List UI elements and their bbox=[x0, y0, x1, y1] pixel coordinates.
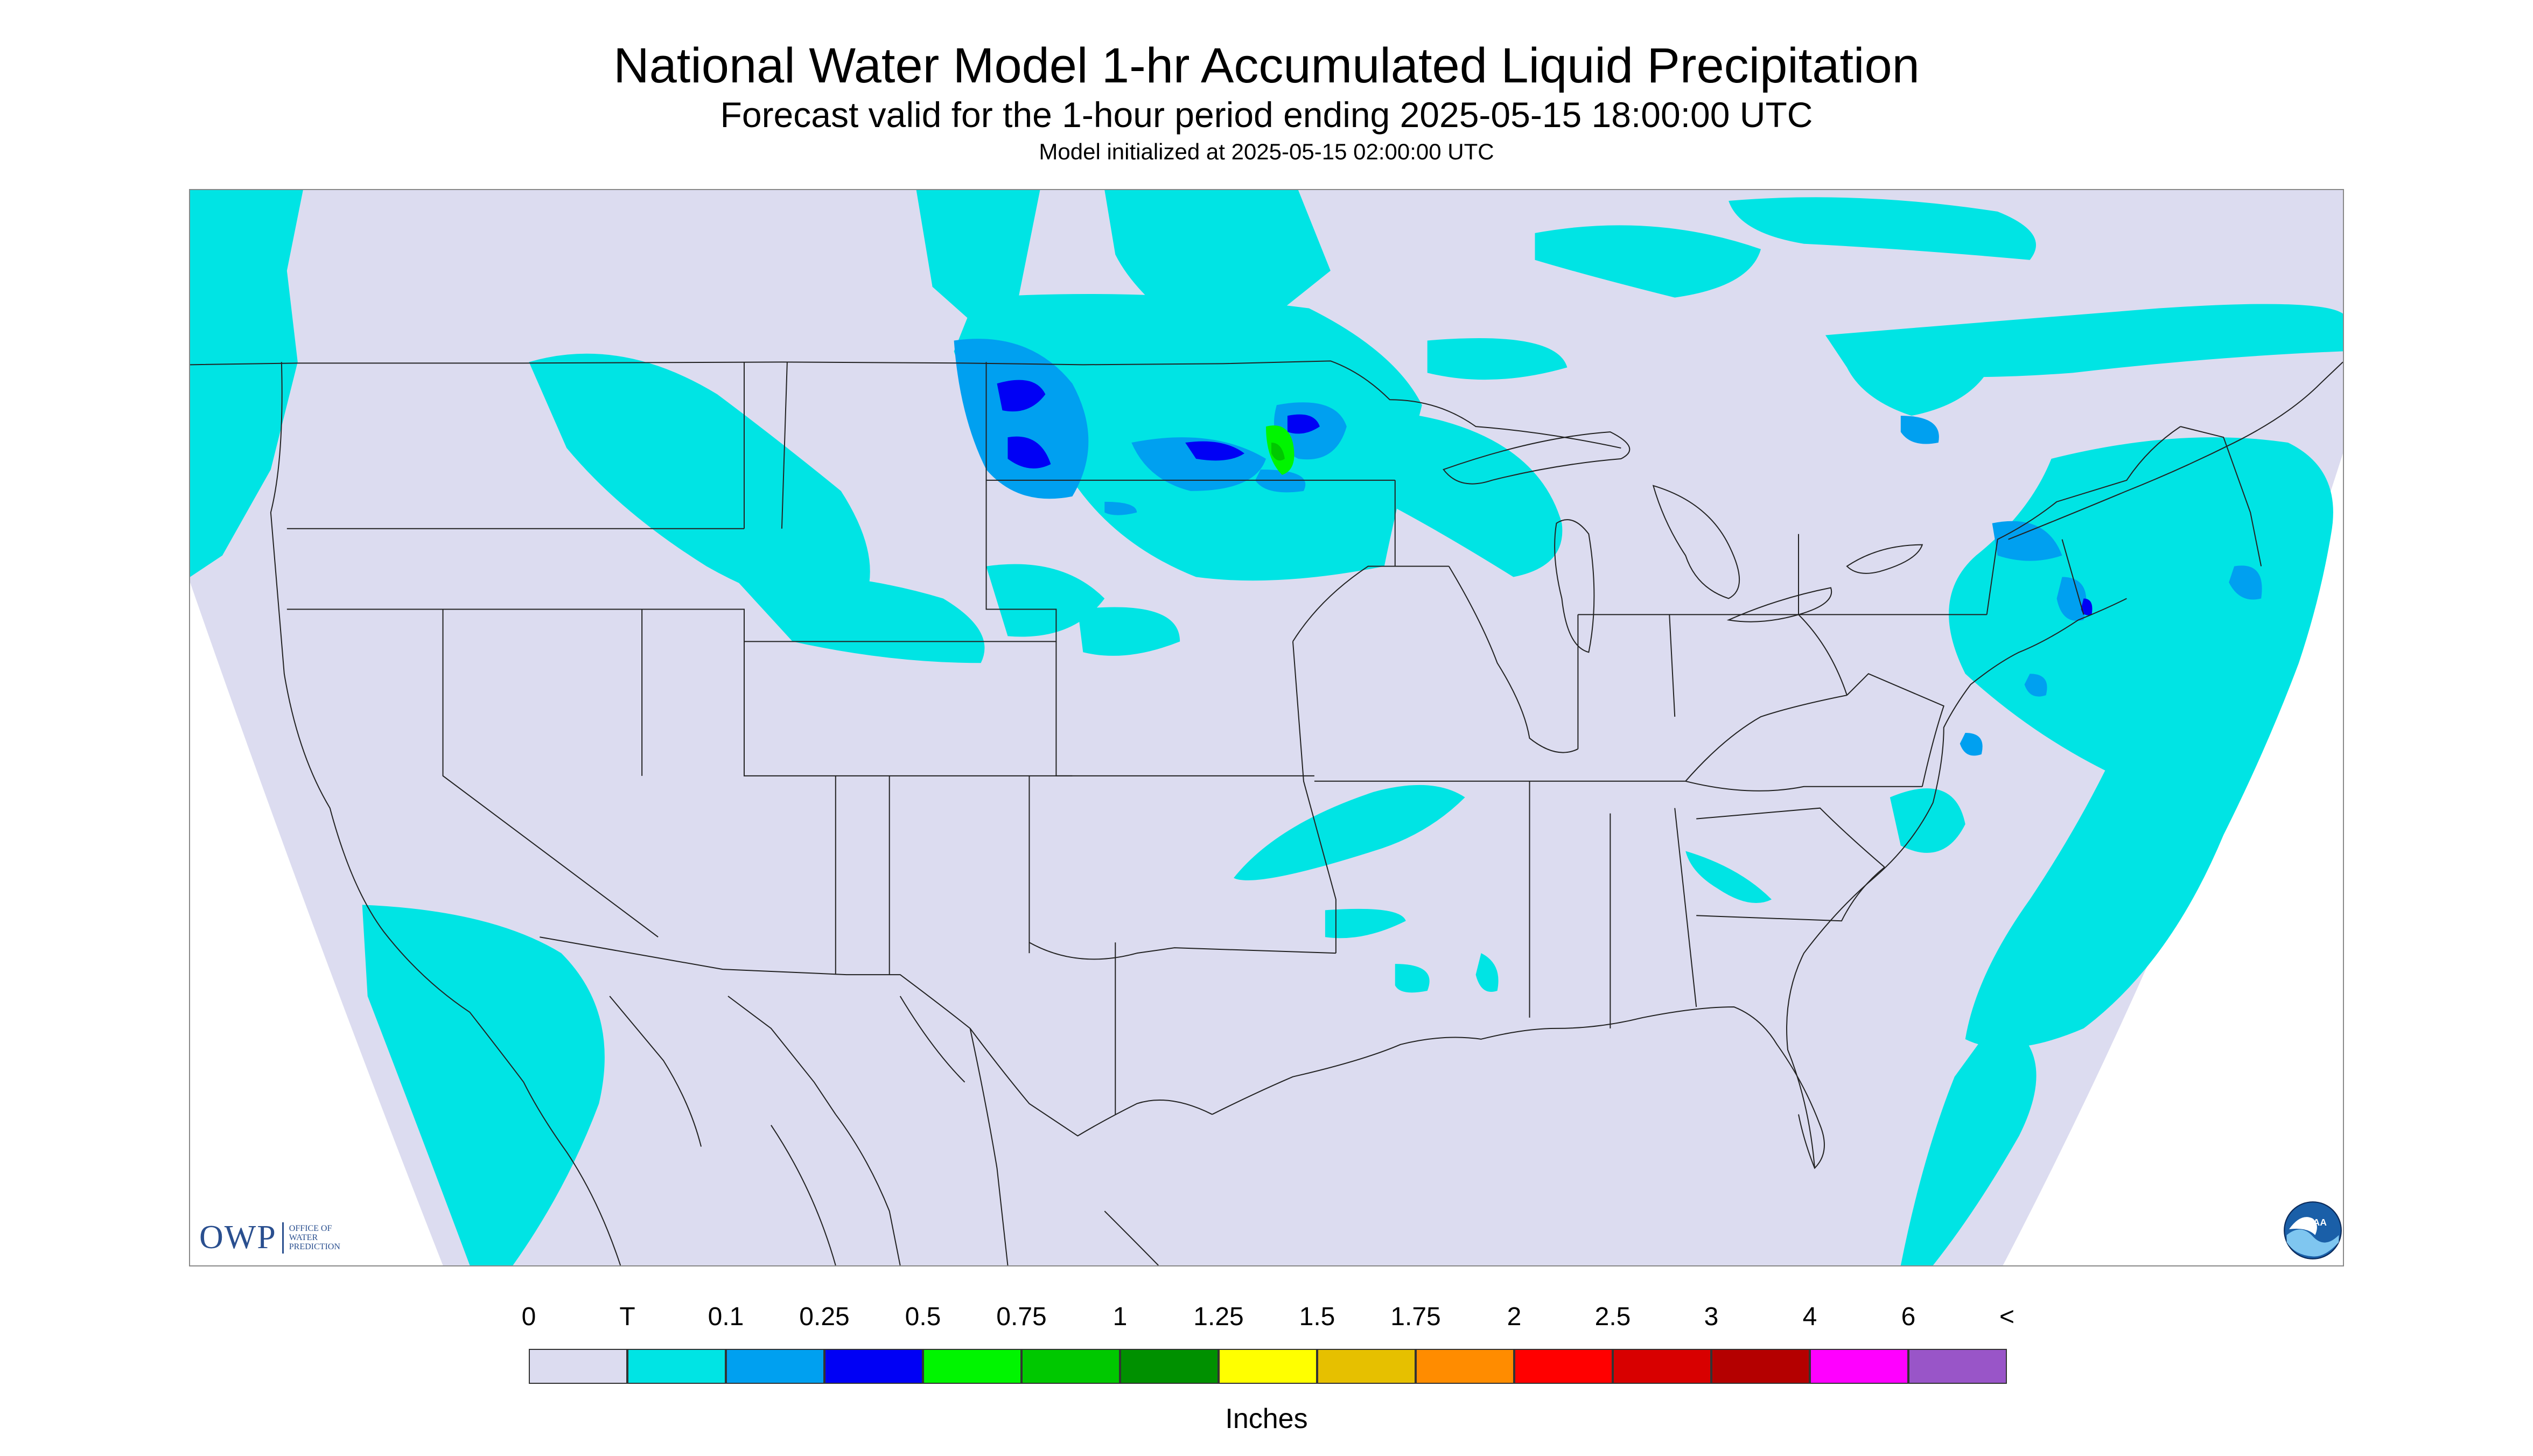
legend-tick-label: < bbox=[1999, 1303, 2015, 1331]
legend-color-box bbox=[1317, 1349, 1416, 1384]
legend-tick-label: 6 bbox=[1901, 1303, 1916, 1331]
legend-color-box bbox=[1219, 1349, 1317, 1384]
legend-tick-label: 0 bbox=[521, 1303, 536, 1331]
political-boundaries bbox=[190, 360, 2343, 1265]
legend-color-box bbox=[1416, 1349, 1514, 1384]
legend-tick-label: 1.25 bbox=[1193, 1303, 1244, 1331]
legend-color-box bbox=[1021, 1349, 1120, 1384]
noaa-logo-text: NOAA bbox=[2299, 1217, 2327, 1228]
legend-color-box bbox=[529, 1349, 627, 1384]
owp-divider bbox=[282, 1222, 284, 1254]
legend-tick-label: 1 bbox=[1112, 1303, 1128, 1331]
legend-tick-label: 0.1 bbox=[708, 1303, 744, 1331]
legend-tick-label: 2 bbox=[1507, 1303, 1522, 1331]
owp-logo: OWP OFFICE OF WATER PREDICTION bbox=[199, 1219, 340, 1257]
legend-tick-label: 3 bbox=[1704, 1303, 1719, 1331]
map-title: National Water Model 1-hr Accumulated Li… bbox=[613, 38, 1920, 93]
legend-tick-label: 0.5 bbox=[905, 1303, 941, 1331]
legend-color-box bbox=[824, 1349, 923, 1384]
mexico-boundaries bbox=[609, 996, 1159, 1265]
legend-tick-label: 1.75 bbox=[1390, 1303, 1441, 1331]
noaa-logo: NOAA bbox=[2284, 1201, 2342, 1259]
legend-color-box bbox=[1908, 1349, 2007, 1384]
legend-color-box bbox=[726, 1349, 824, 1384]
legend-color-box bbox=[1120, 1349, 1219, 1384]
map-canvas bbox=[190, 190, 2343, 1265]
legend-tick-label: 0.25 bbox=[799, 1303, 850, 1331]
legend-color-box bbox=[1711, 1349, 1810, 1384]
model-init-line: Model initialized at 2025-05-15 02:00:00… bbox=[1039, 139, 1494, 164]
owp-line-1: OFFICE OF bbox=[289, 1224, 332, 1233]
legend-tick-label: T bbox=[619, 1303, 635, 1331]
precipitation-map bbox=[189, 189, 2344, 1266]
legend-tick-label: 1.5 bbox=[1299, 1303, 1335, 1331]
legend-color-box bbox=[1613, 1349, 1711, 1384]
owp-abbreviation: OWP bbox=[199, 1219, 277, 1256]
legend-color-box bbox=[923, 1349, 1021, 1384]
legend-tick-label: 4 bbox=[1802, 1303, 1817, 1331]
legend-units: Inches bbox=[1225, 1403, 1308, 1434]
legend-tick-label: 2.5 bbox=[1594, 1303, 1631, 1331]
precip-heavy-areas bbox=[1266, 425, 1295, 475]
map-subtitle: Forecast valid for the 1-hour period end… bbox=[720, 95, 1813, 135]
precip-moderate-areas bbox=[997, 380, 2093, 615]
owp-line-2: WATER bbox=[289, 1233, 318, 1242]
legend-color-box bbox=[1810, 1349, 1908, 1384]
precip-light-areas bbox=[954, 339, 2262, 756]
owp-line-3: PREDICTION bbox=[289, 1242, 340, 1251]
legend-tick-label: 0.75 bbox=[996, 1303, 1047, 1331]
legend-color-box bbox=[1514, 1349, 1613, 1384]
legend-color-box bbox=[627, 1349, 726, 1384]
